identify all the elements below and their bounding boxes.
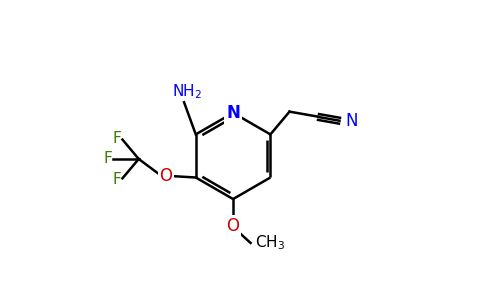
Text: F: F [112, 130, 121, 146]
Text: N: N [226, 104, 240, 122]
Text: F: F [112, 172, 121, 187]
Text: CH$_3$: CH$_3$ [255, 234, 285, 252]
Text: O: O [227, 217, 240, 235]
Text: NH$_2$: NH$_2$ [172, 82, 202, 101]
Text: O: O [160, 167, 172, 185]
Text: N: N [345, 112, 358, 130]
Text: F: F [103, 152, 112, 166]
